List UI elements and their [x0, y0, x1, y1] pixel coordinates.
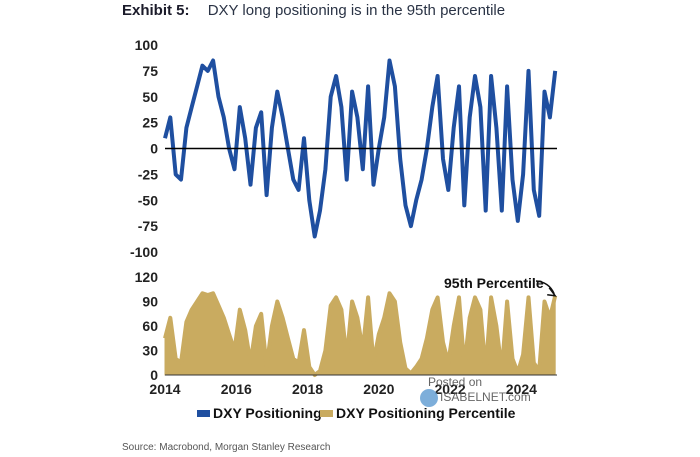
- bottom-ytick-label: 90: [142, 294, 158, 310]
- watermark: Posted on ISABELNET.com: [420, 375, 531, 407]
- top-ytick-label: 50: [142, 89, 158, 105]
- top-ytick-label: -75: [138, 218, 158, 234]
- exhibit-label: Exhibit 5:: [122, 2, 190, 19]
- top-ytick-label: 0: [150, 141, 158, 157]
- series-line-dxy-percentile: [163, 291, 558, 377]
- bottom-ytick-label: 0: [150, 367, 158, 383]
- annotation-arrow: [535, 280, 555, 295]
- xtick-label: 2018: [292, 381, 323, 397]
- watermark-line1: Posted on: [428, 375, 483, 389]
- top-ytick-label: -25: [138, 166, 158, 182]
- top-ytick-label: -50: [138, 192, 158, 208]
- bottom-ytick-label: 60: [142, 318, 158, 334]
- annotation-95th-percentile: 95th Percentile: [444, 275, 544, 291]
- top-ytick-label: 25: [142, 115, 158, 131]
- xtick-label: 2020: [363, 381, 394, 397]
- annotation-arrowhead: [547, 287, 557, 297]
- top-ytick-label: 75: [142, 63, 158, 79]
- xtick-label: 2014: [149, 381, 180, 397]
- chart-title: Exhibit 5: DXY long positioning is in th…: [122, 2, 505, 19]
- bottom-ytick-label: 120: [135, 269, 159, 285]
- top-ytick-label: -100: [130, 244, 158, 260]
- xtick-label: 2024: [506, 381, 537, 397]
- xtick-label: 2016: [221, 381, 252, 397]
- legend-label-positioning: DXY Positioning: [213, 405, 322, 421]
- xtick-label: 2022: [435, 381, 466, 397]
- watermark-line2: ISABELNET.com: [440, 390, 531, 405]
- series-line-dxy-positioning: [163, 58, 558, 239]
- source-note: Source: Macrobond, Morgan Stanley Resear…: [122, 442, 331, 453]
- legend-swatch-positioning: [197, 410, 210, 417]
- top-ytick-label: 100: [135, 37, 159, 53]
- title-text: DXY long positioning is in the 95th perc…: [207, 2, 506, 19]
- bottom-ytick-label: 30: [142, 343, 158, 359]
- legend-swatch-percentile: [320, 410, 333, 417]
- globe-icon: [420, 389, 438, 407]
- legend-label-percentile: DXY Positioning Percentile: [336, 405, 516, 421]
